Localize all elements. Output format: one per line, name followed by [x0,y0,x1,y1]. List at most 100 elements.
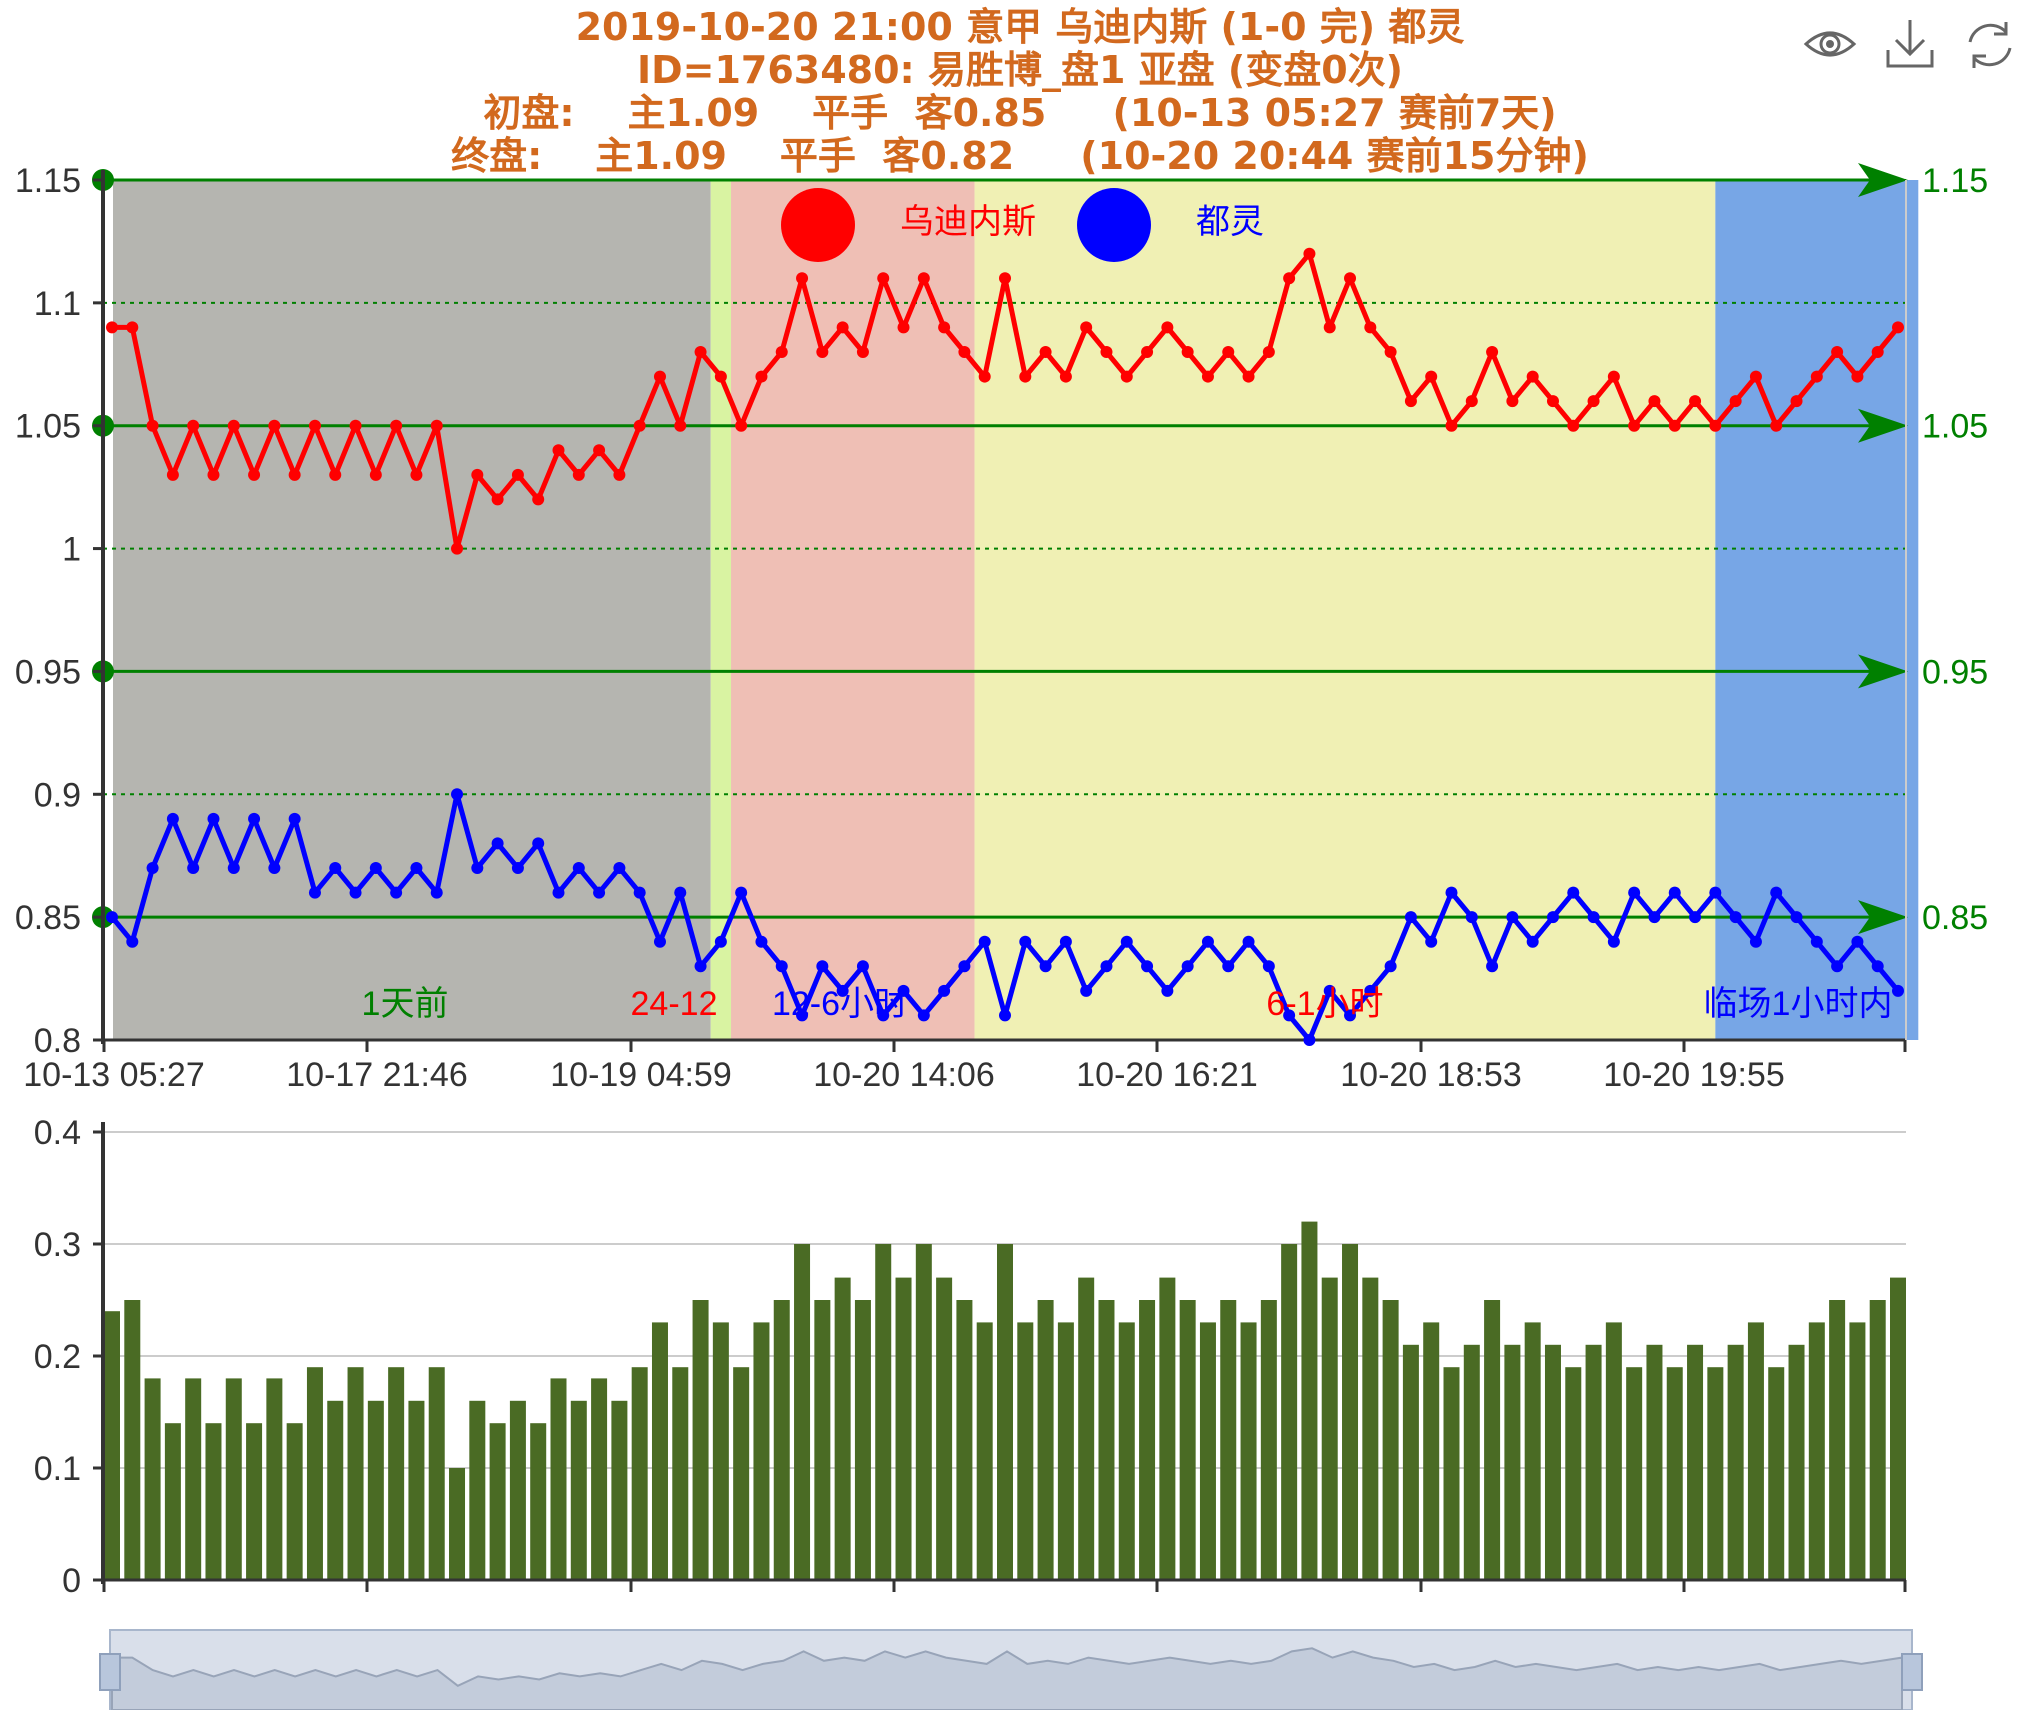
data-point [1303,1034,1316,1046]
data-point [1445,886,1458,899]
bar [672,1367,689,1580]
data-point [1445,419,1458,432]
bar [712,1322,729,1580]
bar [124,1300,141,1580]
data-point [1384,960,1397,973]
data-point [897,984,910,997]
data-point [1384,346,1397,358]
bar [1159,1277,1176,1580]
bar [1118,1322,1135,1580]
bar [144,1378,161,1580]
mark-line-label: 0.85 [1922,899,1988,937]
bar [1504,1344,1521,1580]
bar [611,1400,628,1580]
bar [164,1423,181,1580]
data-point [166,468,179,481]
data-point [775,346,788,358]
legend-marker [1077,188,1151,262]
bar [1220,1300,1237,1580]
data-point [633,886,646,899]
zoom-preview [111,1647,1903,1710]
bar [1484,1300,1501,1580]
bar [956,1300,973,1580]
data-point [938,984,951,997]
data-point [126,321,139,334]
data-point [1283,272,1296,285]
data-point [1262,346,1275,358]
bar [286,1423,303,1580]
x-tick-label: 10-20 14:06 [813,1056,995,1094]
data-point [1749,935,1762,948]
data-point [1465,395,1478,408]
data-point [1039,346,1052,358]
data-point [1465,911,1478,924]
zoom-handle[interactable] [99,1653,121,1691]
data-point [146,862,159,874]
x-tick-label: 10-19 04:59 [550,1056,732,1094]
data-point [1871,346,1884,358]
bar [225,1378,242,1580]
data-point [1851,935,1864,948]
data-point [511,468,524,481]
title-line-3: 初盘: 主1.09 平手 客0.85 (10-13 05:27 赛前7天) [483,91,1557,135]
data-point [999,1009,1011,1022]
bar [651,1322,668,1580]
data-point [471,862,484,874]
download-icon[interactable] [1880,18,1940,82]
x-tick-label: 10-20 18:53 [1340,1056,1522,1094]
data-point [410,862,423,874]
data-point [390,886,403,899]
zone-label: 临场1小时内 [1704,985,1893,1023]
data-point [1283,1009,1296,1022]
data-point [593,886,606,899]
bar [104,1311,120,1580]
data-point [1364,321,1377,334]
data-point [390,419,403,432]
data-point [653,370,666,383]
data-point [1871,960,1884,973]
bar [733,1367,750,1580]
legend-label: 乌迪内斯 [900,203,1036,241]
data-point [1486,346,1499,358]
bar [1342,1244,1359,1580]
data-point [1100,346,1113,358]
zone-band [1715,180,1919,1040]
data-point [1425,935,1438,948]
zoom-handle[interactable] [1901,1653,1923,1691]
bar [875,1244,892,1580]
data-point [1587,395,1600,408]
data-point [1729,911,1742,924]
data-point [1404,395,1417,408]
data-point [1222,346,1235,358]
data-point [1729,395,1742,408]
data-point [796,1009,809,1022]
bar [570,1400,587,1580]
bar [1362,1277,1379,1580]
mark-line-label: 1.05 [1922,408,1988,446]
data-point [856,346,869,358]
refresh-icon[interactable] [1960,18,2020,82]
data-point [207,468,220,481]
bar [915,1244,932,1580]
zone-label: 24-12 [631,985,718,1023]
data-point [1749,370,1762,383]
mark-line-label: 0.95 [1922,653,1988,691]
data-point [268,419,281,432]
legend: 乌迪内斯 都灵 [781,188,1264,262]
bar [306,1367,323,1580]
data-point [552,444,565,457]
y-tick-label: 0.9 [34,776,81,814]
data-point [1404,911,1417,924]
eye-icon[interactable] [1800,18,1860,82]
bar [692,1300,709,1580]
data-point [613,862,626,874]
data-point [917,272,930,285]
data-point [775,960,788,973]
data-point [1019,370,1032,383]
bar [1078,1277,1095,1580]
bar [1463,1344,1480,1580]
bar [408,1400,425,1580]
y-tick-label: 1.15 [15,162,81,200]
data-point [511,862,524,874]
data-point [329,862,342,874]
